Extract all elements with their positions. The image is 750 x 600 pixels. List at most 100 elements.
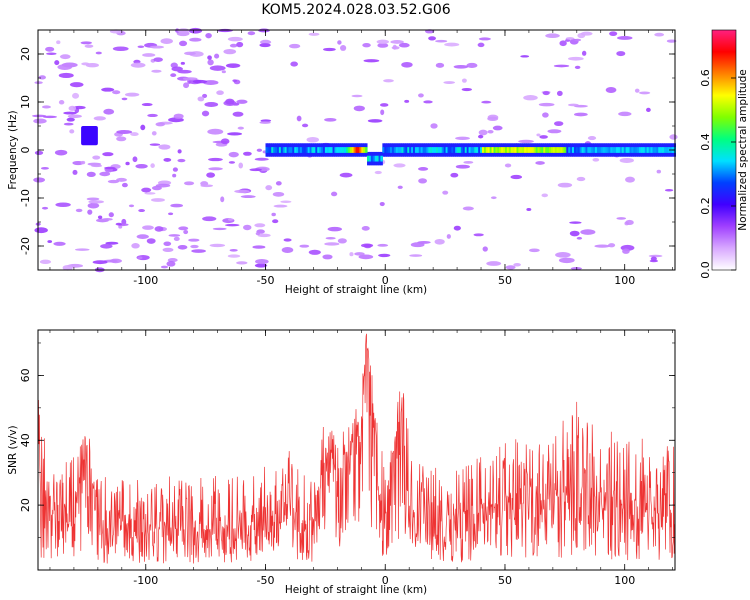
spectrogram-noise-blob: [180, 61, 185, 65]
spectrogram-noise-blob: [526, 208, 532, 211]
spectrogram-noise-blob: [202, 93, 208, 98]
spectrogram-noise-blob: [88, 200, 104, 204]
spectrogram-noise-blob: [453, 64, 469, 69]
x-tick-label: 100: [614, 574, 635, 587]
signal-trace-core: [265, 147, 268, 153]
spectrogram-noise-blob: [383, 79, 394, 83]
signal-trace-core: [363, 147, 366, 153]
signal-trace-core: [330, 147, 334, 153]
signal-trace-core: [365, 147, 368, 153]
y-tick-label: 40: [19, 433, 32, 447]
spectrogram-noise-blob: [173, 236, 180, 241]
spectrogram-noise-blob: [80, 41, 92, 45]
spectrogram-noise-blob: [380, 109, 385, 116]
signal-trace-core: [466, 147, 470, 153]
signal-trace-core: [583, 147, 586, 153]
signal-trace-core: [317, 147, 320, 153]
spectrogram-noise-blob: [435, 39, 448, 43]
spectrogram-noise-blob: [207, 59, 214, 66]
spectrogram-noise-blob: [124, 92, 140, 97]
signal-trace-core: [656, 147, 659, 153]
signal-trace-core: [608, 147, 611, 153]
spectrogram-noise-blob: [149, 45, 164, 49]
spectrogram-noise-blob: [254, 157, 269, 161]
spectrogram-noise-blob: [327, 226, 342, 232]
colorbar-label: Normalized spectral amplitude: [737, 69, 749, 230]
spectrogram-noise-blob: [423, 100, 433, 104]
spectrogram-noise-blob: [115, 222, 123, 226]
spectrogram-noise-blob: [576, 176, 586, 182]
signal-trace-core: [493, 147, 496, 153]
spectrogram-noise-blob: [554, 121, 564, 127]
signal-trace-core: [332, 147, 335, 153]
spectrogram-noise-blob: [227, 132, 243, 136]
spectrogram-noise-blob: [490, 196, 497, 200]
spectrogram-noise-blob: [619, 157, 634, 163]
spectrogram-noise-blob: [340, 45, 347, 51]
spectrogram-noise-blob: [259, 43, 271, 48]
spectrogram-noise-blob: [486, 261, 502, 266]
signal-trace-core: [384, 147, 387, 153]
signal-trace-core: [273, 147, 276, 153]
spectrogram-noise-blob: [247, 31, 256, 36]
spectrogram-noise-blob: [229, 43, 238, 48]
spectrogram-noise-blob: [207, 128, 224, 135]
signal-trace-core: [629, 147, 632, 153]
signal-trace-core: [436, 147, 439, 153]
signal-trace-core: [614, 147, 617, 153]
signal-trace-core: [508, 147, 512, 153]
spectrogram-noise-blob: [228, 161, 236, 164]
spectrogram-noise-blob: [97, 215, 103, 220]
signal-trace-core: [616, 147, 619, 153]
spectrogram-noise-blob: [482, 246, 488, 252]
spectrogram-noise-blob: [205, 32, 212, 39]
spectrogram-noise-blob: [393, 163, 406, 168]
spectrogram-noise-blob: [362, 42, 371, 48]
signal-trace-core: [311, 147, 314, 153]
signal-trace-core: [539, 147, 542, 153]
spectrogram-noise-blob: [254, 263, 268, 268]
spectrogram-noise-blob: [103, 108, 115, 115]
spectrogram-noise-blob: [163, 241, 172, 246]
spectrogram-noise-blob: [150, 198, 165, 202]
spectrogram-noise-blob: [225, 223, 240, 227]
spectrogram-noise-blob: [536, 133, 541, 137]
spectrogram-noise-blob: [391, 46, 400, 50]
spectrogram-noise-blob: [492, 125, 503, 131]
spectrogram-noise-blob: [477, 42, 485, 48]
spectrogram-noise-blob: [45, 46, 55, 52]
spectrogram-noise-blob: [69, 129, 75, 134]
x-tick-label: 100: [614, 274, 635, 287]
signal-trace-core: [422, 147, 426, 153]
x-tick-label: 50: [498, 574, 512, 587]
signal-trace-core: [399, 147, 403, 153]
spectrogram-noise-blob: [47, 240, 53, 243]
spectrogram-noise-blob: [108, 212, 114, 218]
spectrogram-noise-blob: [190, 244, 199, 249]
signal-trace-core: [296, 147, 299, 153]
spectrogram-noise-blob: [559, 40, 567, 47]
signal-trace-core: [307, 147, 311, 153]
signal-trace-core: [328, 147, 332, 153]
signal-trace-core: [453, 147, 456, 153]
signal-trace-core: [294, 147, 297, 153]
signal-trace-core: [313, 147, 316, 153]
spectrogram-noise-blob: [46, 52, 57, 55]
spectrogram-noise-blob: [280, 200, 292, 204]
spectrogram-noise-blob: [325, 236, 336, 240]
signal-trace-core: [445, 147, 448, 153]
spectrogram-noise-blob: [201, 110, 210, 117]
spectrogram-noise-blob: [380, 103, 389, 107]
signal-trace-core: [506, 147, 510, 153]
signal-trace-core: [441, 147, 445, 153]
spectrogram-noise-blob: [569, 221, 582, 224]
signal-trace-core: [489, 147, 493, 153]
spectrogram-noise-blob: [666, 39, 677, 43]
spectrogram-noise-blob: [337, 238, 347, 244]
signal-trace-core: [564, 147, 567, 153]
signal-trace-core: [342, 147, 345, 153]
spectrogram-noise-blob: [182, 77, 198, 81]
signal-trace-core: [374, 155, 378, 162]
spectrogram-noise-blob: [378, 253, 391, 258]
spectrogram-noise-blob: [172, 167, 178, 172]
